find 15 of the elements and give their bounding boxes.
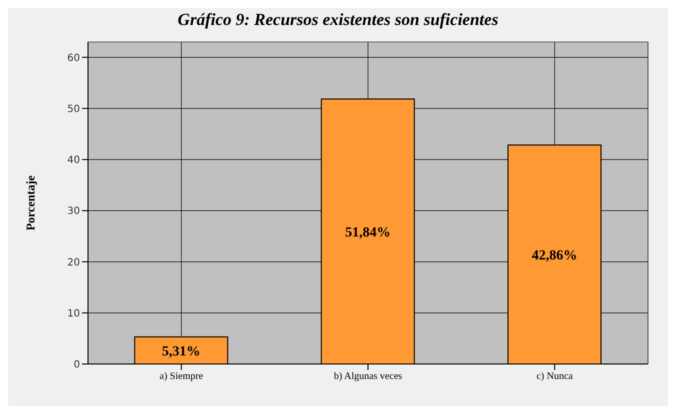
y-tick-label: 30 xyxy=(67,206,80,218)
data-label: 5,31% xyxy=(162,344,200,360)
x-tick-label: b) Algunas veces xyxy=(334,371,402,382)
y-tick-label: 40 xyxy=(67,155,80,166)
data-label: 42,86% xyxy=(532,248,578,264)
y-tick-label: 0 xyxy=(74,360,80,371)
y-tick-label: 10 xyxy=(67,308,80,320)
chart-title: Gráfico 9: Recursos existentes son suficientes xyxy=(176,9,500,31)
x-tick-label: c) Nunca xyxy=(536,371,574,382)
data-label: 51,84% xyxy=(345,225,391,240)
x-tick-label: a) Siempre xyxy=(160,371,204,382)
y-tick-label: 20 xyxy=(67,257,80,268)
y-tick-label: 50 xyxy=(67,104,80,115)
y-axis-title: Porcentaje xyxy=(23,174,38,231)
y-tick-label: 60 xyxy=(67,52,80,64)
